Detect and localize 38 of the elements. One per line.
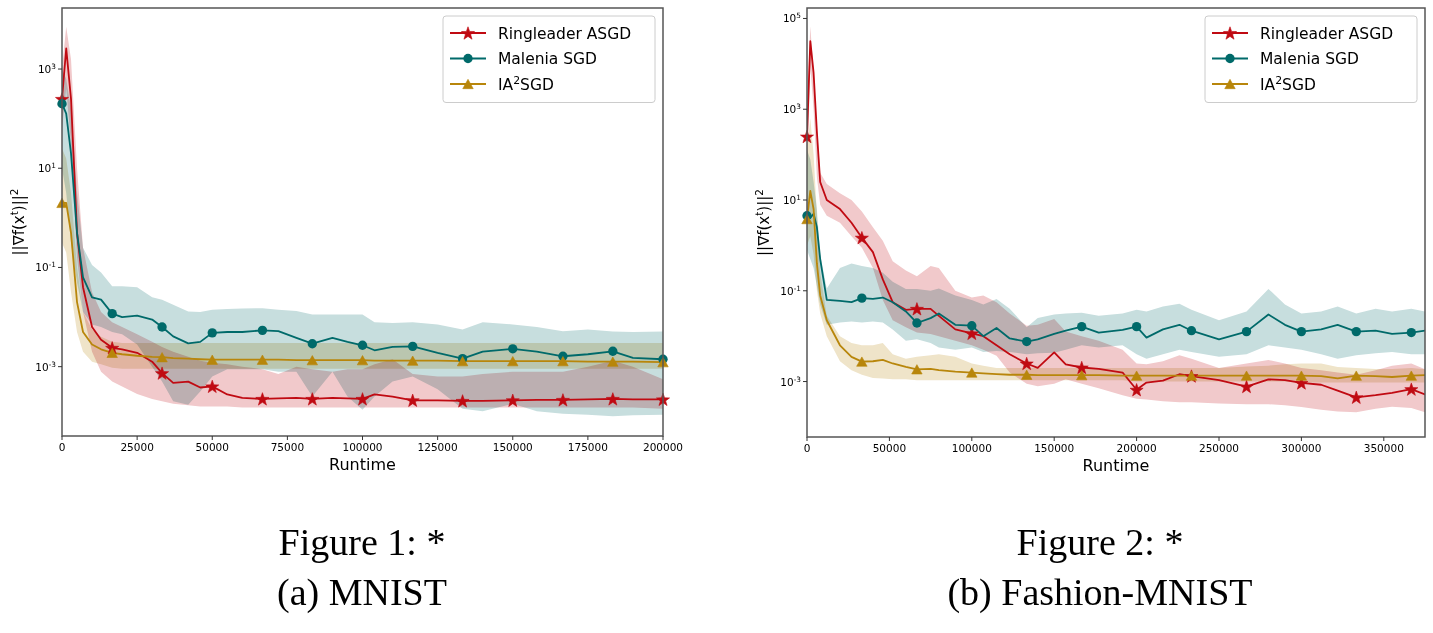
- x-tick-label: 50000: [195, 441, 229, 453]
- legend-label: Ringleader ASGD: [498, 24, 632, 43]
- y-tick-label: 10$^{3}$: [37, 61, 57, 76]
- legend-label: IA$^{2}$SGD: [498, 73, 554, 94]
- y-tick-label: 10$^{-1}$: [35, 259, 56, 274]
- y-tick-label: 10$^{-1}$: [780, 283, 801, 297]
- legend-label: Ringleader ASGD: [1260, 24, 1394, 43]
- y-tick-label: 10$^{1}$: [782, 192, 801, 206]
- text: (a) MNIST: [277, 571, 447, 614]
- caption: Figure 1: *: [278, 521, 446, 563]
- y-tick-label: 10$^{5}$: [782, 10, 802, 25]
- x-tick-label: 200000: [1116, 442, 1157, 454]
- x-tick-label: 200000: [642, 441, 684, 453]
- caption: Figure 2: *: [1016, 521, 1184, 563]
- x-tick-label: 0: [803, 442, 811, 454]
- x-tick-label: 350000: [1363, 442, 1404, 454]
- x-axis-title: Runtime: [329, 455, 396, 474]
- x-tick-label: 250000: [1198, 442, 1240, 454]
- x-tick-label: 75000: [270, 441, 305, 453]
- legend-label: IA$^{2}$SGD: [1260, 73, 1316, 94]
- x-tick-label: 150000: [1034, 442, 1075, 454]
- x-axis-title: Runtime: [1082, 456, 1150, 475]
- y-tick-label: 10$^{3}$: [782, 101, 802, 116]
- legend-label: Malenia SGD: [1260, 50, 1360, 68]
- x-tick-label: 150000: [492, 441, 533, 453]
- x-tick-label: 25000: [120, 441, 154, 453]
- x-tick-label: 300000: [1281, 442, 1322, 454]
- y-tick-label: 10$^{1}$: [37, 160, 56, 175]
- x-tick-label: 100000: [342, 441, 383, 453]
- x-tick-label: 0: [58, 441, 66, 453]
- x-tick-label: 175000: [567, 441, 608, 453]
- legend-label: Malenia SGD: [498, 50, 598, 68]
- y-tick-label: 10$^{-3}$: [35, 359, 57, 373]
- y-tick-label: 10$^{-3}$: [780, 374, 802, 388]
- x-tick-label: 50000: [872, 442, 907, 454]
- text: (b) Fashion-MNIST: [947, 571, 1253, 614]
- x-tick-label: 125000: [417, 441, 458, 453]
- x-tick-label: 100000: [951, 442, 992, 454]
